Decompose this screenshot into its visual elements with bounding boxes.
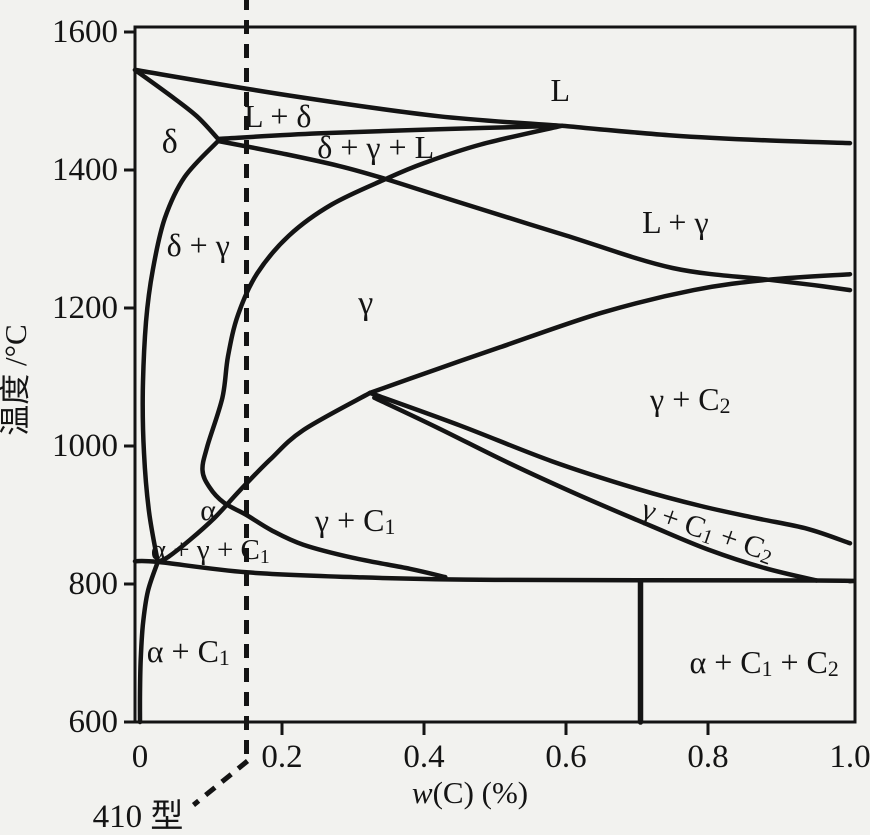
region-label-alpha: α [200,494,216,527]
boundary-alpha-solvus-left [137,559,161,725]
y-tick-label-1400: 1400 [52,152,118,188]
x-tick-label-0.8: 0.8 [687,739,728,775]
region-label-delta-gamma: δ + γ [167,227,230,263]
boundary-delta-liquidus [132,67,221,142]
y-tick-label-600: 600 [69,704,119,740]
reference-line-label: 410 型 [93,799,184,835]
boundary-eutectoid-line [132,558,856,584]
boundary-peritectic-upper [215,123,564,142]
boundary-liquidus-left [132,67,564,129]
region-label-alpha-gamma-c1: α + γ + C1 [151,534,270,568]
y-tick-label-800: 800 [69,566,119,602]
y-tick-label-1000: 1000 [52,428,118,464]
x-tick-label-0.6: 0.6 [545,739,586,775]
region-label-delta-gamma-liquid: δ + γ + L [317,129,434,165]
boundary-gamma-alpha-boundary [155,390,373,565]
boundary-gamma-solvus-loop [200,123,564,580]
boundary-carbide-band-upper [367,390,853,546]
x-tick-label-0: 0 [132,739,149,775]
plot-frame [133,25,857,724]
boundary-gamma-gamma-c2 [367,271,853,396]
boundary-carbide-band-lower [372,395,819,583]
boundary-peritectic-lower [215,138,853,293]
reference-line-410-elbow [191,759,250,807]
region-label-liquid: L [551,72,571,108]
region-label-gamma: γ [357,285,373,322]
region-label-liquid-delta: L + δ [244,98,311,134]
region-label-alpha-c1-c2: α + C1 + C2 [689,644,838,681]
y-tick-label-1200: 1200 [52,290,118,326]
region-label-liquid-gamma: L + γ [642,204,709,240]
region-label-gamma-c1: γ + C1 [314,502,395,539]
region-label-gamma-c2: γ + C2 [649,381,730,418]
region-label-alpha-c1: α + C1 [147,633,230,670]
y-tick-label-1600: 1600 [52,14,118,50]
y-axis-title: 温度 /°C [0,324,33,435]
x-tick-label-1.0: 1.0 [829,739,870,775]
x-tick-label-0.2: 0.2 [261,739,302,775]
boundary-delta-gamma-left [140,138,221,565]
x-tick-label-0.4: 0.4 [403,739,444,775]
region-label-delta: δ [162,123,178,160]
x-axis-title: w(C) (%) [412,775,528,810]
boundary-liquidus-right [559,123,853,146]
